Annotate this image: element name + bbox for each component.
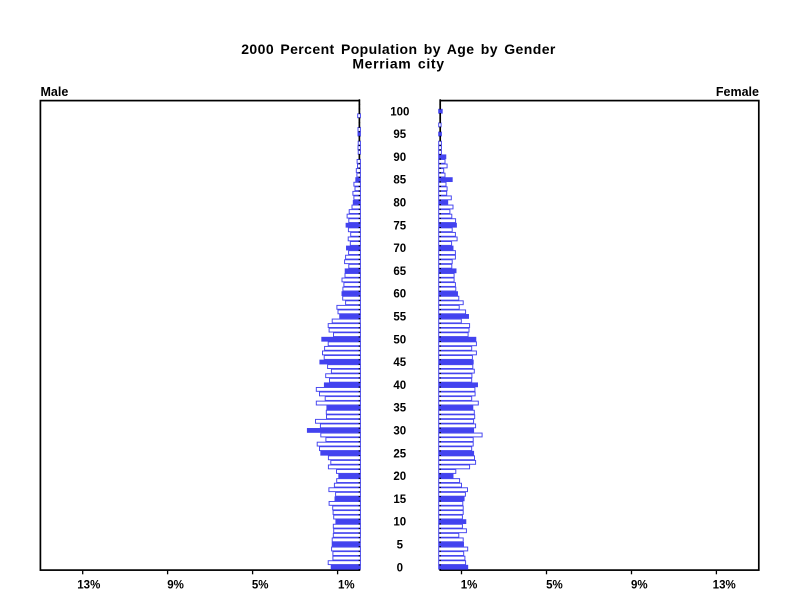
- svg-text:15: 15: [393, 494, 406, 506]
- svg-text:60: 60: [393, 289, 406, 301]
- svg-text:70: 70: [393, 243, 406, 255]
- svg-text:80: 80: [393, 198, 406, 210]
- svg-text:90: 90: [393, 152, 406, 164]
- svg-text:50: 50: [393, 334, 406, 346]
- svg-text:65: 65: [393, 266, 406, 278]
- svg-text:9%: 9%: [167, 580, 184, 592]
- svg-text:10: 10: [393, 517, 406, 529]
- svg-text:25: 25: [393, 448, 406, 460]
- svg-text:45: 45: [393, 357, 406, 369]
- svg-text:Merriam city: Merriam city: [352, 56, 444, 72]
- svg-text:5%: 5%: [546, 580, 563, 592]
- svg-text:20: 20: [393, 471, 406, 483]
- svg-text:Male: Male: [41, 85, 69, 99]
- svg-text:5: 5: [397, 540, 404, 552]
- svg-text:55: 55: [393, 312, 406, 324]
- svg-text:0: 0: [397, 562, 403, 574]
- svg-text:30: 30: [393, 426, 406, 438]
- svg-text:100: 100: [390, 106, 409, 118]
- svg-text:2000 Percent Population by Age: 2000 Percent Population by Age by Gender: [241, 41, 556, 57]
- svg-text:9%: 9%: [631, 580, 648, 592]
- svg-text:13%: 13%: [77, 580, 100, 592]
- svg-text:85: 85: [393, 175, 406, 187]
- svg-text:5%: 5%: [252, 580, 269, 592]
- svg-text:35: 35: [393, 403, 406, 415]
- svg-text:95: 95: [393, 129, 406, 141]
- svg-text:75: 75: [393, 220, 406, 232]
- svg-text:40: 40: [393, 380, 406, 392]
- svg-text:13%: 13%: [713, 580, 736, 592]
- svg-text:1%: 1%: [338, 580, 355, 592]
- svg-text:Female: Female: [716, 85, 759, 99]
- svg-text:1%: 1%: [461, 580, 478, 592]
